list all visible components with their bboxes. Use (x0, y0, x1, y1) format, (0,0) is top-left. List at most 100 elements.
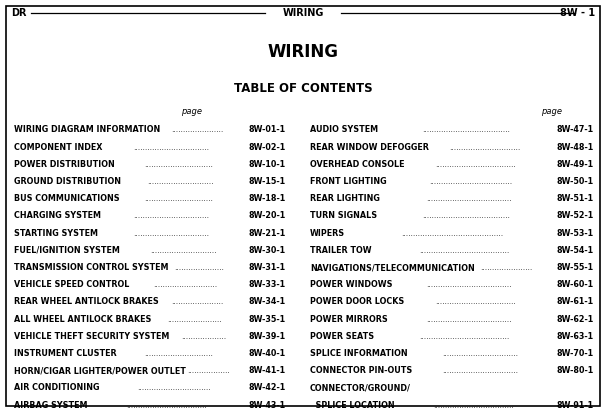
Text: .....................................: ..................................... (422, 126, 510, 134)
Text: 8W-40-1: 8W-40-1 (249, 349, 286, 358)
Text: SPLICE LOCATION: SPLICE LOCATION (310, 401, 395, 410)
Text: 8W-35-1: 8W-35-1 (249, 315, 286, 324)
Text: 8W-60-1: 8W-60-1 (557, 280, 594, 289)
Text: 8W-41-1: 8W-41-1 (249, 366, 286, 375)
Text: 8W-31-1: 8W-31-1 (249, 263, 286, 272)
Text: 8W-21-1: 8W-21-1 (248, 229, 286, 238)
Text: 8W-39-1: 8W-39-1 (249, 332, 286, 341)
Text: POWER MIRRORS: POWER MIRRORS (310, 315, 388, 324)
Text: ................................: ................................ (133, 229, 209, 238)
Text: CHARGING SYSTEM: CHARGING SYSTEM (14, 211, 101, 220)
Text: .......................: ....................... (167, 315, 222, 324)
Text: 8W-02-1: 8W-02-1 (248, 143, 286, 152)
Text: 8W-33-1: 8W-33-1 (249, 280, 286, 289)
Text: 8W-51-1: 8W-51-1 (557, 194, 594, 203)
Text: ....................................: .................................... (426, 315, 511, 324)
Text: ALL WHEEL ANTILOCK BRAKES: ALL WHEEL ANTILOCK BRAKES (14, 315, 152, 324)
Text: FRONT LIGHTING: FRONT LIGHTING (310, 177, 387, 186)
Text: .............................: ............................. (144, 160, 213, 169)
Text: 8W-43-1: 8W-43-1 (249, 401, 286, 410)
Text: 8W-55-1: 8W-55-1 (557, 263, 594, 272)
Text: ................................: ................................ (442, 349, 518, 358)
Text: ..................................: .................................. (126, 401, 207, 410)
Text: NAVIGATIONS/TELECOMMUNICATION: NAVIGATIONS/TELECOMMUNICATION (310, 263, 474, 272)
Text: 8W - 1: 8W - 1 (560, 8, 595, 18)
Text: COMPONENT INDEX: COMPONENT INDEX (14, 143, 102, 152)
Text: 8W-30-1: 8W-30-1 (249, 246, 286, 255)
Text: ..................: .................. (187, 366, 230, 375)
Text: AIR CONDITIONING: AIR CONDITIONING (14, 384, 99, 393)
Text: VEHICLE SPEED CONTROL: VEHICLE SPEED CONTROL (14, 280, 129, 289)
Text: AIRBAG SYSTEM: AIRBAG SYSTEM (14, 401, 87, 410)
Text: DR: DR (11, 8, 27, 18)
Text: WIRING: WIRING (282, 8, 324, 18)
Text: POWER SEATS: POWER SEATS (310, 332, 374, 341)
Text: 8W-42-1: 8W-42-1 (248, 384, 286, 393)
Text: 8W-48-1: 8W-48-1 (557, 143, 594, 152)
Text: page: page (182, 108, 202, 117)
Text: 8W-49-1: 8W-49-1 (557, 160, 594, 169)
Text: ...........................................: ........................................… (401, 229, 503, 238)
Text: ....................................: .................................... (426, 194, 511, 203)
Text: .....................................: ..................................... (422, 211, 510, 220)
Text: ................................: ................................ (442, 366, 518, 375)
Text: SPLICE INFORMATION: SPLICE INFORMATION (310, 349, 408, 358)
Text: .....................: ..................... (175, 263, 224, 272)
Text: POWER DOOR LOCKS: POWER DOOR LOCKS (310, 297, 404, 307)
Text: OVERHEAD CONSOLE: OVERHEAD CONSOLE (310, 160, 404, 169)
Text: 8W-54-1: 8W-54-1 (557, 246, 594, 255)
Text: 8W-50-1: 8W-50-1 (557, 177, 594, 186)
Text: POWER DISTRIBUTION: POWER DISTRIBUTION (14, 160, 115, 169)
Text: ...........................: ........................... (153, 280, 218, 289)
Text: CONNECTOR PIN-OUTS: CONNECTOR PIN-OUTS (310, 366, 412, 375)
Text: 8W-01-1: 8W-01-1 (249, 126, 286, 134)
Text: REAR WHEEL ANTILOCK BRAKES: REAR WHEEL ANTILOCK BRAKES (14, 297, 159, 307)
Text: 8W-53-1: 8W-53-1 (557, 229, 594, 238)
Text: 8W-18-1: 8W-18-1 (248, 194, 286, 203)
Text: HORN/CIGAR LIGHTER/POWER OUTLET: HORN/CIGAR LIGHTER/POWER OUTLET (14, 366, 186, 375)
Text: 8W-63-1: 8W-63-1 (557, 332, 594, 341)
Text: VEHICLE THEFT SECURITY SYSTEM: VEHICLE THEFT SECURITY SYSTEM (14, 332, 169, 341)
Text: .............................: ............................. (144, 349, 213, 358)
Text: 8W-52-1: 8W-52-1 (557, 211, 594, 220)
Text: ....................................: .................................... (426, 280, 511, 289)
Text: 8W-62-1: 8W-62-1 (557, 315, 594, 324)
Text: ...................: ................... (182, 332, 227, 341)
Text: WIPERS: WIPERS (310, 229, 345, 238)
Text: ................................: ................................ (133, 143, 209, 152)
Text: FUEL/IGNITION SYSTEM: FUEL/IGNITION SYSTEM (14, 246, 120, 255)
Text: ...................................: ................................... (430, 177, 513, 186)
Text: 8W-15-1: 8W-15-1 (249, 177, 286, 186)
Text: ......................: ...................... (171, 297, 223, 307)
Text: INSTRUMENT CLUSTER: INSTRUMENT CLUSTER (14, 349, 116, 358)
Text: 8W-34-1: 8W-34-1 (249, 297, 286, 307)
Text: ............................: ............................ (150, 246, 216, 255)
Text: ..................................: .................................. (433, 401, 514, 410)
Text: TURN SIGNALS: TURN SIGNALS (310, 211, 377, 220)
Text: ......................: ...................... (171, 126, 223, 134)
Text: AUDIO SYSTEM: AUDIO SYSTEM (310, 126, 378, 134)
Text: 8W-80-1: 8W-80-1 (557, 366, 594, 375)
Text: ..................................: .................................. (435, 160, 516, 169)
Text: .............................: ............................. (144, 194, 213, 203)
Text: TRANSMISSION CONTROL SYSTEM: TRANSMISSION CONTROL SYSTEM (14, 263, 168, 272)
Text: TRAILER TOW: TRAILER TOW (310, 246, 371, 255)
Text: 8W-47-1: 8W-47-1 (557, 126, 594, 134)
Text: ..................................: .................................. (435, 297, 516, 307)
Text: BUS COMMUNICATIONS: BUS COMMUNICATIONS (14, 194, 119, 203)
Text: ..............................: .............................. (450, 143, 521, 152)
Text: REAR LIGHTING: REAR LIGHTING (310, 194, 380, 203)
Text: 8W-70-1: 8W-70-1 (557, 349, 594, 358)
Text: ......................: ...................... (480, 263, 532, 272)
Text: STARTING SYSTEM: STARTING SYSTEM (14, 229, 98, 238)
Text: REAR WINDOW DEFOGGER: REAR WINDOW DEFOGGER (310, 143, 429, 152)
Text: ................................: ................................ (133, 211, 209, 220)
Text: WIRING DIAGRAM INFORMATION: WIRING DIAGRAM INFORMATION (14, 126, 160, 134)
Text: ...............................: ............................... (137, 384, 210, 393)
Text: ......................................: ...................................... (419, 332, 509, 341)
Text: WIRING: WIRING (267, 43, 339, 61)
Text: POWER WINDOWS: POWER WINDOWS (310, 280, 393, 289)
Text: TABLE OF CONTENTS: TABLE OF CONTENTS (234, 82, 372, 94)
Text: page: page (542, 108, 562, 117)
Text: GROUND DISTRIBUTION: GROUND DISTRIBUTION (14, 177, 121, 186)
